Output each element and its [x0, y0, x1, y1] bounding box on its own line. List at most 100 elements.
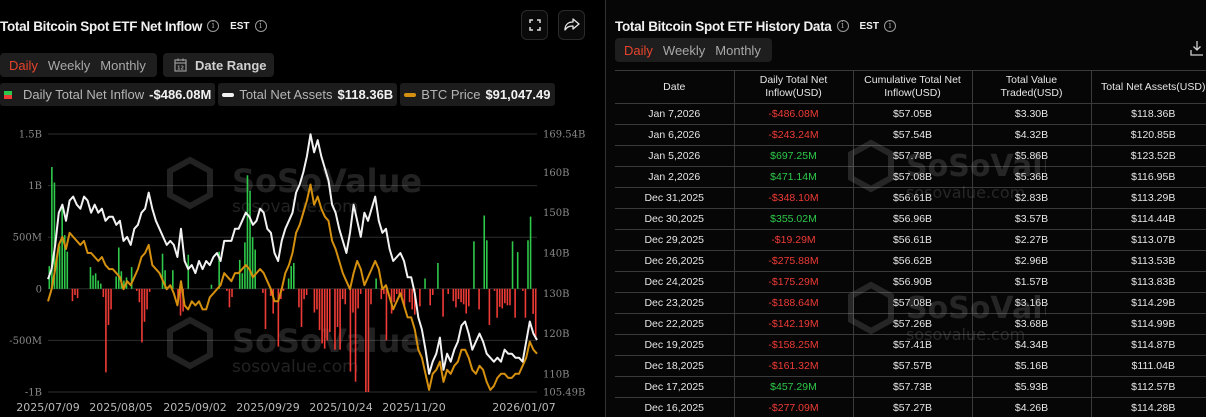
inflow-bar[interactable]	[385, 288, 388, 341]
inflow-bar[interactable]	[105, 288, 107, 373]
inflow-bar[interactable]	[395, 288, 398, 294]
column-header-cumulative-net-inflow[interactable]: Cumulative Total Net Inflow(USD)	[853, 70, 973, 104]
inflow-bar[interactable]	[305, 288, 308, 295]
inflow-bar[interactable]	[99, 283, 102, 289]
column-header-total-value-traded[interactable]: Total Value Traded(USD)	[972, 70, 1092, 104]
inflow-bar[interactable]	[187, 254, 190, 289]
info-icon[interactable]: i	[207, 20, 220, 32]
table-row[interactable]: Dec 17,2025 $457.29M $57.73B $5.93B $112.57B	[615, 376, 1206, 398]
inflow-bar[interactable]	[375, 278, 377, 289]
inflow-bar[interactable]	[269, 288, 272, 297]
inflow-bar[interactable]	[135, 288, 138, 291]
download-icon[interactable]	[1190, 40, 1204, 56]
inflow-bar[interactable]	[63, 235, 66, 289]
inflow-bar[interactable]	[529, 216, 532, 289]
btc-price-line[interactable]	[47, 183, 538, 391]
inflow-bar[interactable]	[241, 273, 244, 289]
inflow-bar[interactable]	[146, 288, 148, 310]
inflow-bar[interactable]	[115, 276, 117, 289]
inflow-bar[interactable]	[298, 288, 300, 308]
inflow-bar[interactable]	[97, 280, 99, 289]
share-button[interactable]	[558, 10, 585, 40]
table-row[interactable]: Jan 2,2026 $471.14M $57.08B $5.36B $116.95B	[615, 166, 1206, 188]
inflow-bar[interactable]	[94, 273, 97, 289]
inflow-bar[interactable]	[429, 288, 431, 306]
legend-daily-net-inflow[interactable]: Daily Total Net Inflow -$486.08M	[0, 83, 216, 106]
inflow-bar[interactable]	[478, 288, 480, 310]
inflow-bar[interactable]	[411, 288, 413, 310]
inflow-bar[interactable]	[51, 167, 53, 289]
inflow-bar[interactable]	[352, 288, 354, 313]
info-icon[interactable]: i	[836, 20, 849, 32]
inflow-bar[interactable]	[341, 288, 344, 300]
inflow-bar[interactable]	[393, 288, 395, 303]
inflow-bar[interactable]	[509, 288, 511, 306]
inflow-bar[interactable]	[277, 288, 280, 347]
inflow-bar[interactable]	[246, 175, 249, 289]
inflow-bar[interactable]	[287, 278, 290, 289]
info-icon[interactable]: i	[254, 20, 267, 32]
net-inflow-chart[interactable]: 1.5B 1B 500M 0 -500M -1B 169.54B 160B 150B 140B 13…	[0, 120, 600, 417]
inflow-bar[interactable]	[58, 245, 61, 289]
inflow-bar[interactable]	[161, 253, 164, 289]
inflow-bar[interactable]	[349, 288, 352, 372]
inflow-bar[interactable]	[339, 288, 341, 350]
tab-daily[interactable]: Daily	[9, 57, 38, 73]
inflow-bar[interactable]	[228, 288, 231, 308]
inflow-bar[interactable]	[357, 288, 359, 309]
net-assets-line[interactable]	[47, 133, 538, 375]
table-row[interactable]: Dec 30,2025 $355.02M $56.96B $3.57B $114.44B	[615, 208, 1206, 230]
inflow-bar[interactable]	[367, 288, 370, 392]
inflow-bar[interactable]	[336, 288, 339, 327]
inflow-bar[interactable]	[455, 288, 457, 308]
inflow-bar[interactable]	[56, 258, 58, 289]
inflow-bar[interactable]	[148, 288, 151, 292]
legend-btc-price[interactable]: BTC Price $91,047.49	[400, 83, 555, 106]
inflow-bar[interactable]	[437, 263, 439, 289]
info-icon[interactable]: i	[883, 20, 896, 32]
table-row[interactable]: Dec 29,2025 -$19.29M $56.61B $2.27B $113.07B	[615, 229, 1206, 251]
inflow-bar[interactable]	[130, 267, 133, 289]
inflow-bar[interactable]	[318, 288, 321, 331]
inflow-bar[interactable]	[457, 288, 460, 300]
inflow-bar[interactable]	[511, 241, 514, 289]
inflow-bar[interactable]	[141, 288, 143, 343]
inflow-bar[interactable]	[262, 288, 264, 293]
inflow-bar[interactable]	[251, 237, 254, 289]
inflow-bar[interactable]	[501, 288, 504, 309]
table-row[interactable]: Dec 22,2025 -$142.19M $57.26B $3.68B $114.99…	[615, 313, 1206, 335]
inflow-bar[interactable]	[53, 182, 56, 289]
inflow-bar[interactable]	[92, 275, 94, 289]
inflow-bar[interactable]	[76, 288, 79, 299]
inflow-bar[interactable]	[117, 247, 120, 289]
table-row[interactable]: Jan 5,2026 $697.25M $57.78B $5.86B $123.52B	[615, 145, 1206, 167]
inflow-bar[interactable]	[249, 190, 251, 289]
inflow-bar[interactable]	[442, 288, 444, 317]
table-row[interactable]: Dec 26,2025 -$275.88M $56.62B $2.96B $113.53…	[615, 250, 1206, 272]
inflow-bar[interactable]	[408, 288, 411, 303]
inflow-bar[interactable]	[403, 288, 406, 309]
inflow-bar[interactable]	[465, 288, 468, 314]
inflow-bar[interactable]	[504, 288, 506, 304]
inflow-bar[interactable]	[473, 241, 475, 289]
inflow-bar[interactable]	[177, 288, 179, 301]
inflow-bar[interactable]	[143, 288, 146, 322]
inflow-bar[interactable]	[303, 288, 305, 300]
table-row[interactable]: Jan 6,2026 -$243.24M $57.54B $4.32B $120.85B	[615, 124, 1206, 146]
inflow-bar[interactable]	[179, 288, 182, 316]
inflow-bar[interactable]	[282, 288, 285, 291]
inflow-bar[interactable]	[383, 288, 385, 294]
inflow-bar[interactable]	[488, 288, 491, 325]
inflow-bar[interactable]	[431, 288, 434, 295]
inflow-bar[interactable]	[493, 288, 496, 291]
inflow-bar[interactable]	[496, 288, 498, 318]
inflow-bar[interactable]	[344, 288, 347, 305]
column-header-total-net-assets[interactable]: Total Net Assets(USD)	[1091, 70, 1206, 104]
inflow-bar[interactable]	[365, 288, 367, 392]
inflow-bar[interactable]	[316, 288, 318, 310]
inflow-bar[interactable]	[370, 288, 372, 305]
inflow-bar[interactable]	[462, 288, 465, 305]
inflow-bar[interactable]	[300, 288, 303, 327]
inflow-bar[interactable]	[522, 288, 524, 291]
inflow-bar[interactable]	[460, 288, 462, 303]
